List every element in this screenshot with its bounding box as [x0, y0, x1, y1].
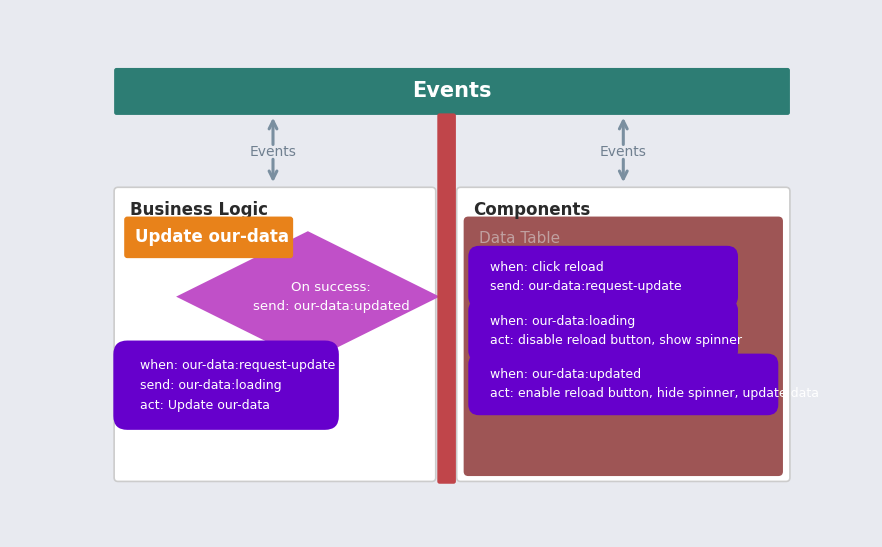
Text: Components: Components: [473, 201, 590, 219]
FancyBboxPatch shape: [468, 246, 738, 307]
FancyBboxPatch shape: [468, 300, 738, 362]
Polygon shape: [176, 231, 439, 362]
Text: when: our-data:request-update
send: our-data:loading
act: Update our-data: when: our-data:request-update send: our-…: [139, 359, 335, 412]
FancyBboxPatch shape: [437, 113, 456, 484]
Text: when: click reload
send: our-data:request-update: when: click reload send: our-data:reques…: [490, 260, 682, 293]
FancyBboxPatch shape: [468, 353, 778, 415]
Text: when: our-data:updated
act: enable reload button, hide spinner, update data: when: our-data:updated act: enable reloa…: [490, 369, 819, 400]
Text: On success:
send: our-data:updated: On success: send: our-data:updated: [253, 281, 409, 313]
Text: Events: Events: [600, 145, 647, 159]
FancyBboxPatch shape: [114, 68, 790, 115]
Text: Business Logic: Business Logic: [131, 201, 268, 219]
FancyBboxPatch shape: [124, 217, 293, 258]
Text: Events: Events: [250, 145, 296, 159]
Text: Events: Events: [412, 81, 492, 101]
FancyBboxPatch shape: [464, 217, 783, 476]
FancyBboxPatch shape: [114, 187, 436, 481]
Text: Data Table: Data Table: [479, 231, 560, 246]
FancyBboxPatch shape: [457, 187, 790, 481]
Text: Update our-data: Update our-data: [135, 228, 289, 246]
FancyBboxPatch shape: [114, 341, 339, 430]
Text: when: our-data:loading
act: disable reload button, show spinner: when: our-data:loading act: disable relo…: [490, 315, 742, 346]
